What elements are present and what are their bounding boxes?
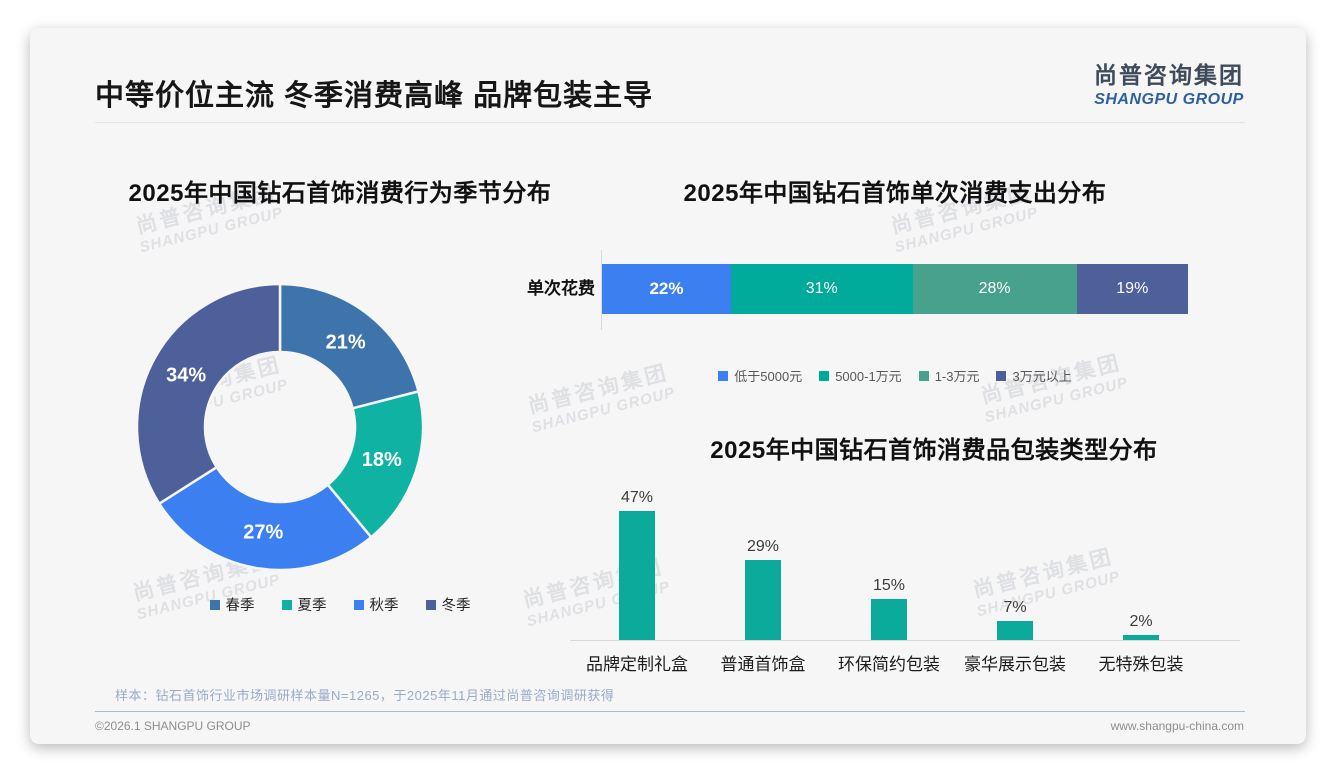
copyright-text: ©2026.1 SHANGPU GROUP bbox=[95, 719, 251, 733]
legend-marker bbox=[718, 370, 729, 381]
legend-label: 夏季 bbox=[297, 598, 327, 614]
bar-category-label: 普通首饰盒 bbox=[720, 655, 806, 674]
legend-item-春季: 春季 bbox=[209, 594, 255, 615]
legend-label: 1-3万元 bbox=[934, 369, 980, 384]
logo-cn-text: 尚普咨询集团 bbox=[1094, 62, 1244, 88]
bar-rect bbox=[997, 620, 1033, 640]
donut-chart: 21% 18% 27% 34% bbox=[135, 282, 425, 572]
bar-column-豪华展示包装: 7% bbox=[952, 599, 1078, 640]
bar-chart-category-labels: 品牌定制礼盒 普通首饰盒 环保简约包装 豪华展示包装 无特殊包装 bbox=[574, 650, 1204, 675]
bar-value-label: 29% bbox=[746, 538, 780, 556]
donut-slice-春季 bbox=[278, 282, 421, 410]
stacked-bar-title: 2025年中国钻石首饰单次消费支出分布 bbox=[683, 180, 1107, 207]
legend-marker bbox=[425, 599, 436, 610]
legend-item-秋季: 秋季 bbox=[353, 594, 399, 615]
bar-rect bbox=[745, 560, 781, 640]
donut-slice-秋季 bbox=[157, 465, 373, 572]
donut-legend: 春季 夏季 秋季 冬季 bbox=[100, 594, 580, 615]
bar-column-普通首饰盒: 29% bbox=[700, 538, 826, 640]
legend-marker bbox=[918, 370, 929, 381]
legend-item-低于5000元: 低于5000元 bbox=[718, 366, 802, 385]
logo-en-text: SHANGPU GROUP bbox=[1094, 91, 1244, 108]
bar-category-label: 无特殊包装 bbox=[1098, 655, 1184, 674]
legend-marker bbox=[996, 370, 1007, 381]
legend-label: 冬季 bbox=[441, 598, 471, 614]
bar-category-label: 环保简约包装 bbox=[838, 655, 940, 674]
legend-marker bbox=[281, 599, 292, 610]
bar-chart-title: 2025年中国钻石首饰消费品包装类型分布 bbox=[710, 437, 1158, 464]
legend-label: 5000-1万元 bbox=[835, 369, 902, 384]
donut-slice-value-label: 18% bbox=[362, 449, 402, 471]
bar-chart-plot: 47% 29% 15% 7% 2% bbox=[574, 480, 1204, 640]
legend-marker bbox=[819, 370, 830, 381]
legend-item-5000-1万元: 5000-1万元 bbox=[819, 366, 902, 385]
donut-slice-value-label: 34% bbox=[166, 365, 206, 387]
bar-value-label: 7% bbox=[1003, 598, 1027, 616]
donut-slice-夏季 bbox=[326, 389, 425, 539]
stack-segment-低于5000元: 22% bbox=[602, 264, 731, 314]
bar-category-label: 品牌定制礼盒 bbox=[586, 655, 688, 674]
bar-column-无特殊包装: 2% bbox=[1078, 612, 1204, 640]
donut-slice-value-label: 27% bbox=[243, 522, 283, 544]
title-divider bbox=[95, 122, 1245, 123]
footer-divider bbox=[95, 711, 1245, 712]
donut-slice-冬季 bbox=[135, 282, 282, 506]
bar-rect bbox=[619, 510, 655, 640]
legend-item-夏季: 夏季 bbox=[281, 594, 327, 615]
legend-label: 3万元以上 bbox=[1012, 369, 1072, 384]
bar-value-label: 15% bbox=[872, 576, 906, 594]
company-logo: 尚普咨询集团 SHANGPU GROUP bbox=[1094, 56, 1244, 109]
legend-item-1-3万元: 1-3万元 bbox=[918, 366, 980, 385]
legend-item-冬季: 冬季 bbox=[425, 594, 471, 615]
donut-chart-title: 2025年中国钻石首饰消费行为季节分布 bbox=[128, 180, 552, 207]
legend-label: 秋季 bbox=[369, 598, 399, 614]
legend-marker bbox=[209, 599, 220, 610]
legend-label: 春季 bbox=[225, 598, 255, 614]
bar-chart-axis-line bbox=[570, 640, 1240, 641]
bar-value-label: 47% bbox=[620, 488, 654, 506]
legend-item-3万元以上: 3万元以上 bbox=[996, 366, 1072, 385]
stacked-bar: 22% 31% 28% 19% bbox=[602, 264, 1188, 314]
stack-segment-1-3万元: 28% bbox=[912, 264, 1077, 314]
slide-content: 中等价位主流 冬季消费高峰 品牌包装主导 尚普咨询集团 SHANGPU GROU… bbox=[30, 28, 1306, 744]
bar-column-环保简约包装: 15% bbox=[826, 577, 952, 640]
legend-label: 低于5000元 bbox=[734, 369, 803, 384]
stack-segment-3万元以上: 19% bbox=[1076, 264, 1188, 314]
bar-column-品牌定制礼盒: 47% bbox=[574, 489, 700, 640]
donut-slice-value-label: 21% bbox=[326, 332, 366, 354]
bar-value-label: 2% bbox=[1129, 612, 1153, 630]
stacked-bar-legend: 低于5000元 5000-1万元 1-3万元 3万元以上 bbox=[602, 366, 1188, 385]
sample-note: 样本：钻石首饰行业市场调研样本量N=1265，于2025年11月通过尚普咨询调研… bbox=[115, 688, 615, 703]
page-title: 中等价位主流 冬季消费高峰 品牌包装主导 bbox=[95, 80, 654, 112]
legend-marker bbox=[353, 599, 364, 610]
stacked-bar-category-label: 单次花费 bbox=[527, 279, 595, 298]
website-url: www.shangpu-china.com bbox=[1110, 719, 1244, 733]
stack-segment-5000-1万元: 31% bbox=[730, 264, 913, 314]
bar-category-label: 豪华展示包装 bbox=[964, 655, 1066, 674]
bar-rect bbox=[1123, 634, 1159, 640]
stacked-bar-axis-line bbox=[601, 250, 602, 330]
bar-rect bbox=[871, 598, 907, 640]
